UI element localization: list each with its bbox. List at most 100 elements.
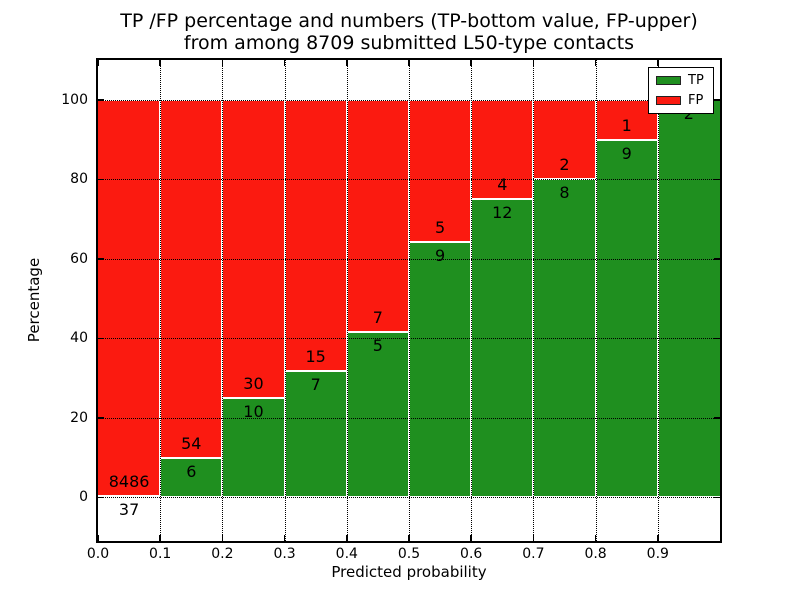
legend-label-fp: FP [688,93,704,108]
grid-line-vertical [657,60,659,541]
bar-segment-fp [533,99,596,180]
x-tick-mark-bottom [408,535,410,541]
grid-line-vertical [409,60,410,541]
legend: TP FP [648,67,714,114]
x-tick-mark-bottom [221,535,224,541]
x-tick-mark-bottom [283,535,286,541]
tp-count-label: 6 [186,461,197,481]
fp-count-label: 8486 [108,471,150,491]
y-tick-mark-left [98,178,104,180]
bar-segment-fp [471,99,534,200]
x-tick-mark-bottom [657,535,659,541]
bar-edge [284,369,347,372]
bar-segment-tp [471,199,534,498]
y-tick-mark-left [98,337,104,339]
grid-line-vertical [346,60,348,541]
tp-count-label: 5 [372,335,383,355]
y-tick-mark-right [714,178,720,180]
fp-count-label: 5 [435,217,446,237]
bar-edge [595,138,658,141]
x-tick-label: 0.4 [335,546,358,562]
tp-count-label: 9 [621,143,632,163]
chart-title-line2: from among 8709 submitted L50-type conta… [183,32,635,54]
bar-edge [160,456,223,459]
y-tick-label: 20 [70,409,88,426]
x-tick-mark-top [657,60,659,66]
fp-count-label: 2 [559,155,570,175]
y-tick-mark-right [714,417,720,419]
fp-count-label: 7 [372,307,383,327]
plot-area: TP FP 8486375463010157755941228192 [96,58,722,543]
x-tick-mark-top [594,60,597,66]
bar-edge [222,396,285,399]
legend-swatch-tp-icon [656,76,681,85]
bar-segment-tp [160,457,223,498]
grid-line-vertical [595,60,597,541]
x-tick-label: 0.8 [584,546,607,562]
x-tick-mark-top [532,60,535,66]
y-tick-mark-right [714,99,720,101]
fp-count-label: 1 [621,115,632,135]
bar-segment-fp [98,99,161,496]
y-tick-mark-right [714,258,720,260]
x-tick-label: 0.3 [273,546,296,562]
x-tick-mark-top [470,60,472,66]
grid-line-vertical [284,60,286,541]
bar-segment-tp [657,99,720,498]
y-tick-label: 80 [70,171,88,188]
tp-count-label: 12 [492,203,513,223]
x-tick-mark-bottom [594,535,597,541]
tp-count-label: 10 [243,401,264,421]
fp-count-label: 4 [497,175,508,195]
x-tick-mark-top [408,60,410,66]
y-tick-mark-left [98,417,104,419]
x-tick-label: 0.7 [522,546,545,562]
x-tick-mark-top [221,60,224,66]
tp-count-label: 37 [118,499,140,519]
x-tick-label: 0.0 [86,546,110,562]
x-tick-mark-bottom [470,535,472,541]
bar-edge [346,330,409,333]
grid-line-vertical [533,60,535,541]
tp-count-label: 7 [310,374,321,394]
bar-segment-tp [346,331,409,498]
legend-item-tp: TP [656,74,706,87]
bar-segment-fp [409,99,472,242]
y-tick-mark-left [98,258,104,260]
x-tick-mark-bottom [97,535,99,541]
y-tick-mark-left [98,496,104,499]
bar-segment-fp [346,99,409,332]
bar-segment-fp [222,99,285,398]
x-tick-mark-bottom [159,535,161,541]
bar-segment-tp [284,370,347,498]
x-tick-mark-top [159,60,161,66]
x-tick-mark-top [97,60,99,66]
x-tick-mark-bottom [346,535,348,541]
legend-swatch-fp-icon [656,96,681,105]
fp-count-label: 54 [181,433,202,453]
y-tick-mark-right [714,496,720,499]
legend-label-tp: TP [688,73,704,88]
y-tick-label: 100 [61,91,88,108]
grid-line-vertical [471,60,473,541]
bar-edge [98,494,161,497]
x-tick-mark-bottom [532,535,535,541]
chart-title: TP /FP percentage and numbers (TP-bottom… [98,10,720,54]
y-tick-label: 40 [70,330,88,347]
bar-segment-tp [222,397,285,498]
legend-item-fp: FP [656,94,706,107]
y-tick-mark-right [714,337,720,339]
bar-segment-tp [595,139,658,498]
x-axis-label: Predicted probability [331,563,487,581]
x-tick-label: 0.2 [211,546,234,562]
x-tick-mark-top [346,60,348,66]
fp-count-label: 15 [305,346,326,366]
y-tick-label: 0 [79,489,88,506]
bar-edge [471,198,534,201]
bar-edge [409,240,472,243]
grid-line-vertical [160,60,162,541]
tp-count-label: 9 [435,245,446,265]
y-tick-mark-left [98,99,104,101]
